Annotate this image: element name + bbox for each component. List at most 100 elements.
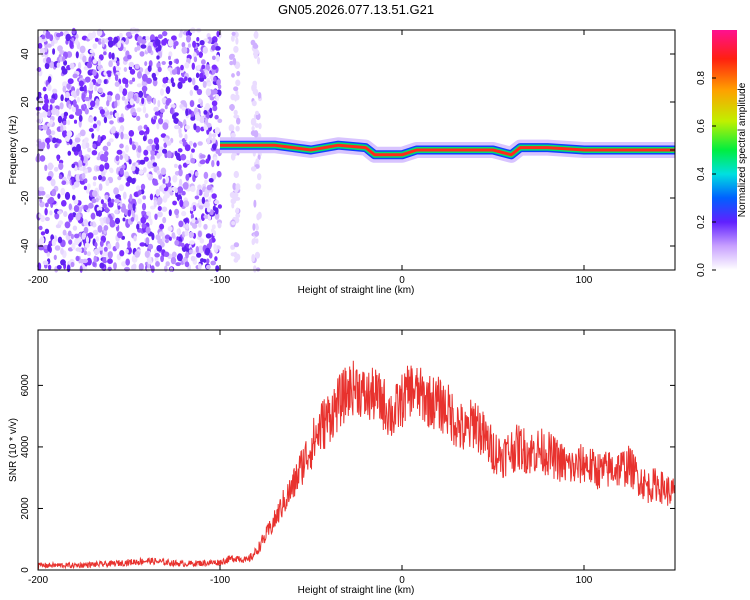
noise-point xyxy=(58,220,64,225)
colorbar-gradient xyxy=(712,30,737,270)
noise-point xyxy=(110,198,115,203)
noise-point xyxy=(230,93,236,101)
noise-point xyxy=(211,193,217,199)
noise-point xyxy=(53,254,57,261)
noise-point xyxy=(97,78,102,85)
noise-point xyxy=(253,199,257,208)
noise-point xyxy=(199,72,204,79)
noise-point xyxy=(116,60,120,67)
noise-point xyxy=(57,139,62,144)
noise-point xyxy=(132,203,136,211)
y-tick-label: 20 xyxy=(20,96,31,108)
noise-point xyxy=(88,128,94,132)
noise-point xyxy=(121,261,127,267)
noise-point xyxy=(162,216,167,224)
noise-point xyxy=(52,48,56,55)
snr-series-line xyxy=(37,360,676,570)
noise-point xyxy=(90,221,94,227)
noise-point xyxy=(102,257,108,264)
noise-point xyxy=(129,193,133,202)
x-tick-label: 0 xyxy=(399,275,405,286)
noise-point xyxy=(228,54,234,60)
noise-point xyxy=(160,88,164,96)
noise-point xyxy=(145,126,150,135)
noise-point xyxy=(235,89,239,96)
noise-point xyxy=(115,241,120,250)
noise-point xyxy=(55,224,61,229)
noise-point xyxy=(161,39,167,46)
noise-point xyxy=(198,51,203,58)
noise-point xyxy=(167,226,173,232)
noise-point xyxy=(60,259,66,266)
noise-point xyxy=(38,186,45,192)
noise-point xyxy=(177,81,183,89)
noise-point xyxy=(185,251,189,259)
noise-point xyxy=(108,60,113,68)
noise-point xyxy=(118,184,125,192)
noise-point xyxy=(146,173,150,178)
noise-point xyxy=(164,265,168,272)
noise-point xyxy=(104,107,108,112)
noise-point xyxy=(185,173,190,181)
noise-point xyxy=(136,115,141,121)
noise-point xyxy=(211,143,217,150)
noise-point xyxy=(162,148,168,154)
noise-point xyxy=(206,82,212,87)
noise-point xyxy=(209,96,215,101)
noise-point xyxy=(54,212,60,220)
noise-point xyxy=(231,31,236,36)
noise-point xyxy=(95,98,100,106)
x-tick-label: -200 xyxy=(28,575,48,586)
noise-point xyxy=(109,120,114,125)
snr-x-label: Height of straight line (km) xyxy=(298,585,415,596)
noise-point xyxy=(137,189,142,196)
noise-point xyxy=(39,155,46,162)
noise-point xyxy=(202,80,207,88)
noise-point xyxy=(253,265,257,273)
noise-point xyxy=(195,114,201,121)
noise-point xyxy=(233,114,240,119)
noise-point xyxy=(212,105,218,112)
noise-point xyxy=(155,189,160,197)
noise-point xyxy=(184,125,190,130)
noise-point xyxy=(81,141,88,150)
noise-point xyxy=(161,235,166,243)
noise-point xyxy=(213,243,217,251)
noise-point xyxy=(181,210,187,217)
noise-point xyxy=(197,64,201,70)
noise-point xyxy=(67,78,74,85)
noise-point xyxy=(74,233,80,239)
noise-point xyxy=(87,183,91,190)
noise-point xyxy=(235,183,241,191)
noise-point xyxy=(37,140,43,149)
noise-point xyxy=(198,205,204,210)
noise-point xyxy=(147,161,153,169)
noise-point xyxy=(83,250,87,256)
noise-point xyxy=(192,205,196,210)
noise-point xyxy=(184,261,190,268)
noise-point xyxy=(114,217,121,225)
noise-point xyxy=(128,61,134,67)
noise-point xyxy=(136,223,140,230)
noise-point xyxy=(211,160,215,168)
noise-point xyxy=(143,81,148,86)
noise-point xyxy=(100,171,106,177)
x-tick-label: 100 xyxy=(576,575,593,586)
noise-point xyxy=(142,195,146,200)
noise-point xyxy=(214,199,220,205)
noise-point xyxy=(181,242,185,248)
noise-point xyxy=(101,39,105,48)
noise-point xyxy=(54,245,61,251)
noise-point xyxy=(96,206,103,212)
noise-point xyxy=(119,32,123,39)
noise-point xyxy=(83,185,87,191)
spectrogram-y-ticks: -40 -20 0 20 40 xyxy=(20,48,675,253)
noise-point xyxy=(56,62,60,68)
noise-point xyxy=(64,135,71,142)
noise-point xyxy=(197,184,202,190)
noise-point xyxy=(124,266,130,272)
noise-point xyxy=(193,123,197,131)
noise-point xyxy=(162,83,168,88)
noise-point xyxy=(51,238,57,247)
noise-point xyxy=(95,197,99,203)
